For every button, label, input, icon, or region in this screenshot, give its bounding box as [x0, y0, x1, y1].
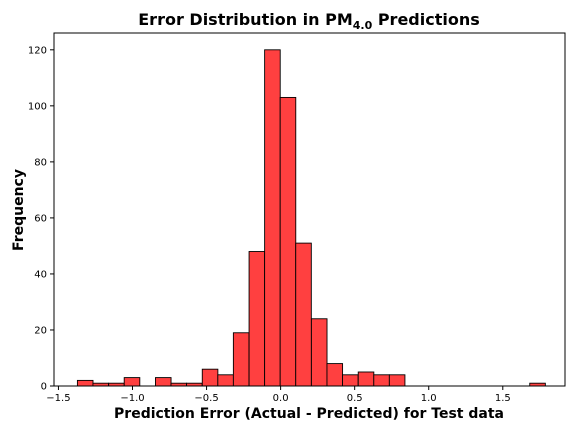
histogram-bar [342, 374, 359, 387]
histogram-bar [357, 371, 375, 387]
plot-frame [53, 32, 566, 387]
y-tick-label: 20 [34, 325, 47, 336]
x-tick-label: 1.5 [495, 393, 511, 404]
x-tick-label: 0.0 [273, 393, 289, 404]
y-tick-label: 120 [28, 45, 47, 56]
histogram-bar [232, 332, 250, 387]
histogram-bar [310, 318, 328, 387]
y-tick-label: 80 [34, 157, 47, 168]
histogram-bar [279, 96, 297, 387]
histogram-bar [373, 374, 390, 387]
histogram-bar [155, 377, 172, 387]
bars-group [76, 49, 546, 387]
axes-group: −1.5 −1.0 −0.5 0.0 0.5 1.0 1.5 0 20 40 60 80 100 120 [28, 32, 566, 404]
histogram-bar [123, 377, 141, 387]
y-tick-label: 40 [34, 269, 47, 280]
x-tick-label: −0.5 [194, 393, 218, 404]
x-tick-label: −1.5 [46, 393, 70, 404]
x-tick-label: −1.0 [120, 393, 144, 404]
chart-title: Error Distribution in PM4.0 Predictions [138, 10, 480, 32]
histogram-bar [264, 49, 281, 387]
histogram-bar [201, 368, 219, 387]
histogram-bar [326, 363, 344, 387]
histogram-bar [388, 374, 406, 387]
histogram-bar [217, 374, 234, 387]
y-tick-label: 60 [34, 213, 47, 224]
y-axis-label: Frequency [11, 169, 27, 251]
histogram-bar [76, 379, 94, 387]
histogram-bar [295, 242, 312, 387]
x-tick-label: 0.5 [347, 393, 363, 404]
title-main: Error Distribution in PM [138, 10, 353, 29]
y-tick-label: 0 [41, 382, 47, 393]
x-axis-label: Prediction Error (Actual - Predicted) fo… [114, 406, 504, 422]
title-end: Predictions [372, 10, 480, 29]
title-subscript: 4.0 [353, 19, 373, 32]
y-tick-label: 100 [28, 101, 47, 112]
histogram-bar [248, 251, 266, 387]
x-tick-label: 1.0 [421, 393, 437, 404]
